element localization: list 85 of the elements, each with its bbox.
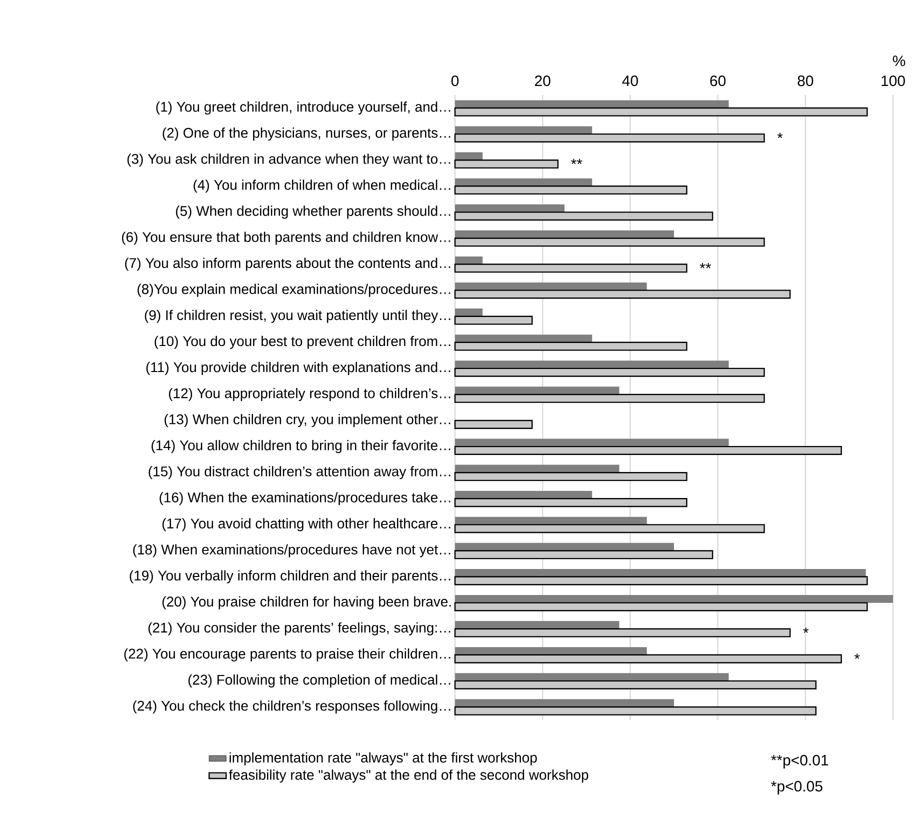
bar — [455, 568, 866, 577]
bar — [454, 264, 688, 273]
x-tick-label: 0 — [451, 76, 459, 86]
y-tick-label: (19) You verbally inform children and their parents… — [130, 570, 450, 584]
bar — [455, 204, 565, 212]
bar — [454, 186, 688, 195]
text: **p<0.01 — [771, 754, 828, 768]
y-tick-label: (15) You distract children’s attention away from… — [148, 466, 450, 480]
y-tick-label: (18) When examinations/procedures have not yet… — [133, 544, 450, 558]
bar — [455, 178, 592, 186]
bar — [455, 621, 620, 629]
bar — [454, 394, 765, 403]
bar — [455, 673, 729, 681]
x-tick-label: 100 — [882, 76, 905, 86]
bar — [454, 107, 868, 116]
y-tick-label: (11) You provide children with explanations and… — [146, 362, 450, 375]
bar — [455, 230, 674, 238]
x-tick-label: 80 — [798, 76, 814, 86]
bar — [454, 290, 791, 299]
bar — [454, 368, 765, 377]
bar — [454, 238, 765, 247]
bar — [454, 680, 817, 690]
bar — [455, 386, 620, 394]
bar — [454, 420, 533, 429]
bar — [455, 647, 647, 655]
annotation: * — [777, 132, 783, 138]
annotation: * — [803, 628, 809, 633]
bar — [454, 576, 868, 586]
y-tick-label: (4) You inform children of when medical… — [194, 180, 450, 193]
bar — [454, 316, 533, 325]
bar — [454, 342, 688, 351]
y-tick-label: (21) You consider the parents’ feelings, saying:… — [148, 622, 450, 636]
y-tick-label: (10) You do your best to prevent children from… — [154, 336, 450, 349]
bar — [455, 464, 620, 473]
bar — [454, 133, 765, 142]
y-tick-label: (9) If children resist, you wait patiently until they… — [144, 310, 450, 323]
bar — [454, 160, 559, 169]
y-tick-label: (13) When children cry, you implement other… — [164, 414, 450, 428]
bar — [454, 472, 688, 482]
bar — [454, 628, 791, 638]
bar — [454, 602, 868, 612]
legend-label: feasibility rate "always" at the end of the second workshop — [228, 770, 588, 783]
y-tick-label: (6) You ensure that both parents and children know… — [122, 232, 450, 245]
bar — [455, 516, 647, 525]
bar — [455, 334, 592, 342]
bar — [455, 595, 894, 603]
y-tick-label: (17) You avoid chatting with other healthcare… — [162, 518, 450, 532]
y-tick-label: (2) One of the physicians, nurses, or parents… — [162, 128, 450, 141]
text: *p<0.05 — [771, 780, 822, 795]
y-tick-label: (22) You encourage parents to praise their children… — [124, 648, 450, 662]
bar — [454, 212, 714, 221]
y-tick-label: (23) Following the completion of medical… — [188, 674, 450, 688]
y-tick-label: (16) When the examinations/procedures take… — [160, 492, 450, 506]
y-tick-label: (24) You check the children’s responses following… — [133, 700, 450, 714]
x-tick-label: 40 — [622, 76, 638, 86]
bar — [455, 490, 592, 499]
bar — [455, 542, 674, 551]
annotation: * — [854, 654, 860, 659]
y-tick-label: (5) When deciding whether parents should… — [176, 206, 450, 219]
y-tick-label: (8)You explain medical examinations/procedures… — [138, 284, 450, 297]
bar — [454, 654, 842, 664]
bar — [454, 446, 842, 455]
bar — [454, 498, 688, 508]
y-tick-label: (14) You allow children to bring in their favorite… — [152, 440, 450, 454]
annotation: ** — [700, 263, 712, 268]
x-tick-label: 20 — [535, 76, 550, 86]
y-tick-label: (20) You praise children for having been brave. — [162, 596, 451, 610]
bar — [454, 550, 714, 560]
y-tick-label: (1) You greet children, introduce yourself, and… — [156, 102, 450, 115]
annotation: ** — [571, 158, 582, 164]
bar — [455, 360, 729, 368]
y-tick-label: (7) You also inform parents about the contents and… — [125, 258, 450, 271]
x-tick-label: 60 — [710, 76, 726, 86]
bar — [455, 100, 729, 108]
bar — [455, 308, 483, 316]
bar — [454, 706, 817, 716]
bar — [455, 438, 729, 447]
bar — [455, 699, 674, 707]
y-tick-label: (12) You appropriately respond to children’s… — [168, 388, 450, 402]
bar — [455, 126, 592, 134]
bar — [454, 524, 765, 534]
x-axis-title: % — [892, 56, 906, 66]
bar — [455, 282, 647, 290]
legend-label: implementation rate "always" at the first workshop — [230, 752, 537, 766]
y-tick-label: (3) You ask children in advance when they want to… — [127, 154, 450, 167]
